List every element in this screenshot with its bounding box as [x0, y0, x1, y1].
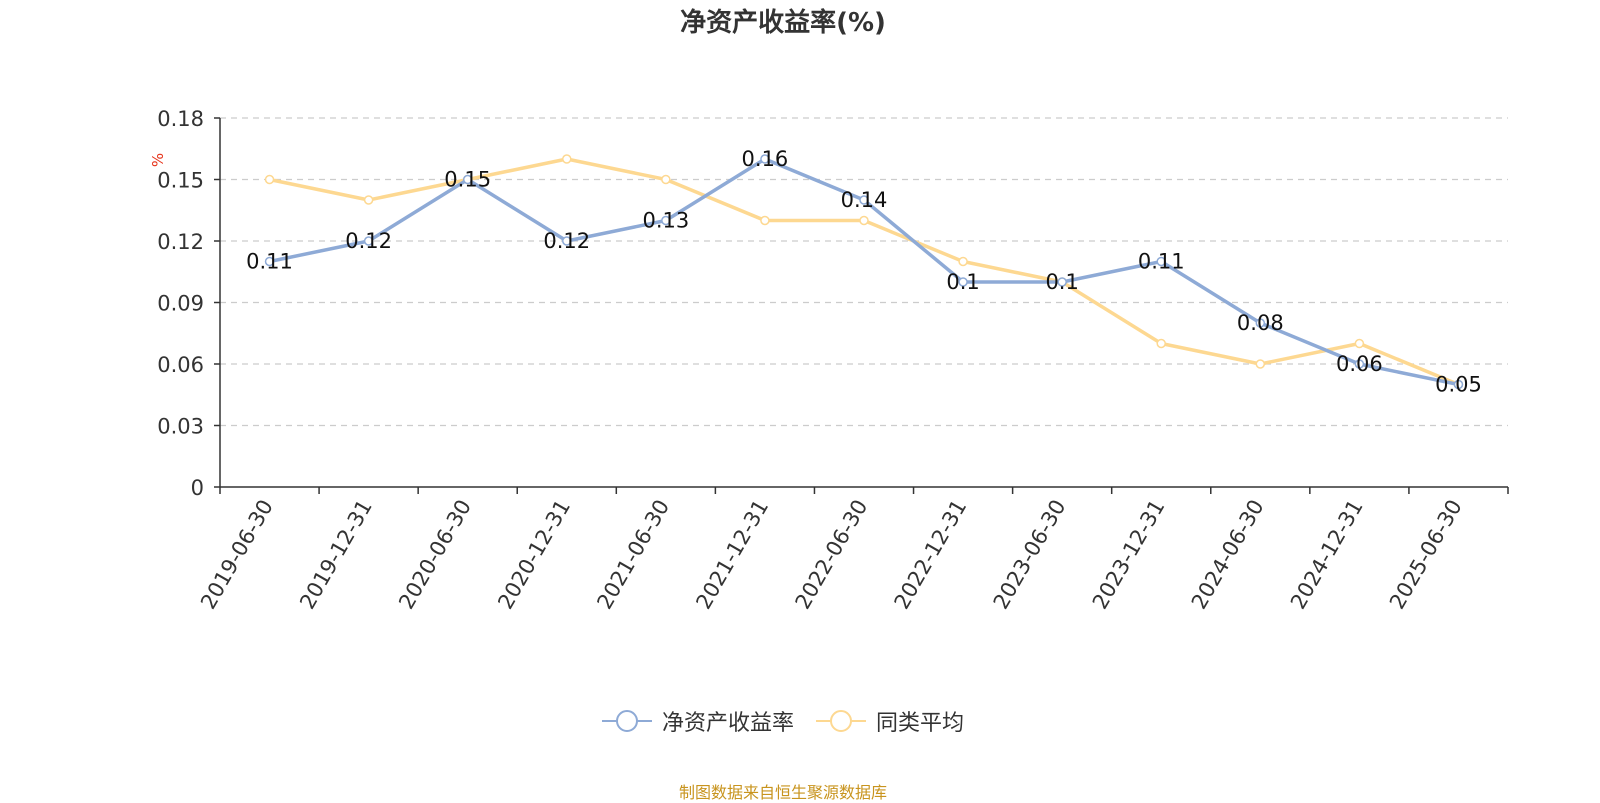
- roe-point-1: [363, 236, 374, 246]
- roe-point-9: [1156, 256, 1166, 267]
- y-axis-unit-label: %: [149, 153, 167, 167]
- x-tick-label-3: 2020-12-31: [493, 496, 575, 614]
- peer-average-point-0: [264, 174, 275, 185]
- peer-average-point-5: [760, 215, 770, 226]
- roe-data-label-5: 0.16: [742, 147, 789, 171]
- source-note: 制图数据来自恒生聚源数据库: [678, 783, 887, 802]
- roe-data-label-12: 0.05: [1435, 373, 1482, 397]
- x-tick-label-1: 2019-12-31: [295, 496, 377, 614]
- roe-point-2: [462, 174, 473, 185]
- roe-data-label-9: 0.11: [1138, 250, 1185, 274]
- x-tick-label-5: 2021-12-31: [691, 496, 773, 614]
- peer-average-point-1: [363, 195, 374, 205]
- roe-data-label-0: 0.11: [246, 250, 293, 274]
- roe-data-label-4: 0.13: [642, 209, 689, 233]
- y-tick-label-0: 0: [191, 476, 204, 500]
- roe-point-5: [760, 154, 770, 164]
- roe-data-label-11: 0.06: [1336, 352, 1383, 376]
- roe-point-8: [1057, 277, 1067, 287]
- roe-data-label-10: 0.08: [1237, 311, 1284, 335]
- x-tick-label-6: 2022-06-30: [791, 496, 873, 614]
- roe-data-label-6: 0.14: [841, 188, 888, 212]
- y-tick-label-5: 0.15: [157, 169, 204, 193]
- roe-data-label-3: 0.12: [543, 229, 590, 253]
- x-tick-label-2: 2020-06-30: [394, 496, 476, 614]
- legend-label-roe: 净资产收益率: [661, 711, 794, 736]
- roe-point-4: [661, 215, 671, 226]
- roe-data-label-1: 0.12: [345, 229, 392, 253]
- roe-data-label-7: 0.1: [946, 270, 979, 294]
- peer-average-point-9: [1156, 338, 1166, 349]
- x-tick-label-10: 2024-06-30: [1187, 496, 1269, 614]
- roe-point-12: [1453, 379, 1464, 390]
- peer-average-point-10: [1255, 359, 1266, 369]
- x-tick-label-9: 2023-12-31: [1088, 496, 1170, 614]
- x-tick-label-8: 2023-06-30: [989, 496, 1071, 614]
- legend-item-peer-average[interactable]: 同类平均: [816, 705, 964, 737]
- legend-marker-peer-average: [816, 710, 866, 732]
- roe-data-label-2: 0.15: [444, 168, 491, 192]
- y-tick-label-2: 0.06: [157, 353, 204, 377]
- roe-point-10: [1255, 318, 1266, 328]
- legend: 净资产收益率 同类平均: [0, 705, 1566, 737]
- peer-average-point-7: [958, 256, 968, 267]
- legend-marker-roe: [601, 710, 652, 732]
- peer-average-point-6: [859, 215, 869, 226]
- y-tick-label-3: 0.09: [157, 292, 204, 316]
- y-tick-label-4: 0.12: [157, 230, 204, 254]
- y-tick-label-1: 0.03: [157, 415, 204, 439]
- roe-point-3: [562, 236, 572, 246]
- y-tick-label-6: 0.18: [157, 107, 204, 131]
- roe-point-6: [859, 195, 869, 205]
- peer-average-point-11: [1354, 338, 1365, 349]
- legend-label-peer-average: 同类平均: [876, 711, 965, 736]
- x-tick-label-7: 2022-12-31: [890, 496, 972, 614]
- roe-point-7: [958, 277, 968, 287]
- x-tick-label-0: 2019-06-30: [196, 496, 278, 614]
- series-roe: [264, 154, 1464, 390]
- roe-data-label-8: 0.1: [1045, 270, 1078, 294]
- peer-average-point-4: [661, 174, 671, 185]
- roe-point-0: [264, 256, 275, 267]
- x-tick-label-12: 2025-06-30: [1385, 496, 1467, 614]
- x-tick-label-4: 2021-06-30: [592, 496, 674, 614]
- chart-title: 净资产收益率(%): [680, 8, 886, 38]
- roe-point-11: [1354, 359, 1365, 369]
- x-tick-label-11: 2024-12-31: [1286, 496, 1368, 614]
- peer-average-point-3: [562, 154, 572, 164]
- legend-item-roe[interactable]: 净资产收益率: [601, 705, 794, 737]
